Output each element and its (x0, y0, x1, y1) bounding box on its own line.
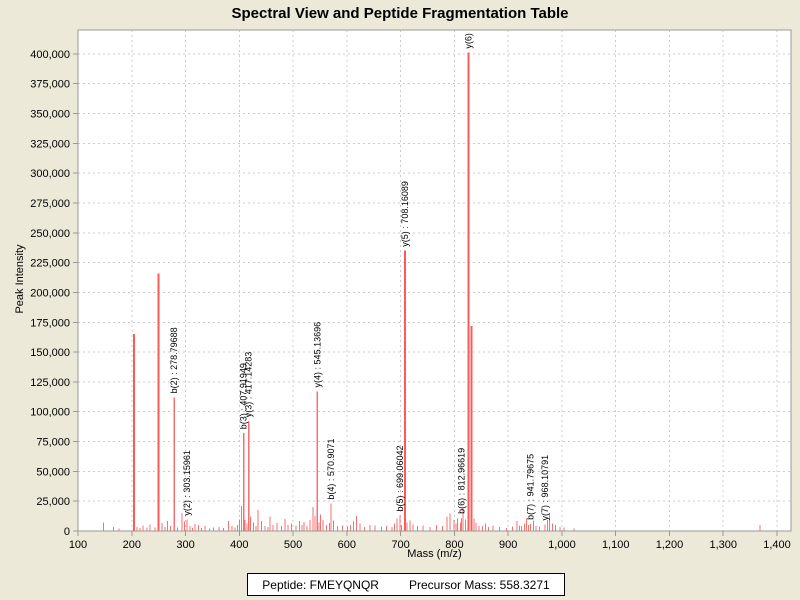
precursor-mass-label: Precursor Mass: 558.3271 (408, 577, 550, 592)
page-title: Spectral View and Peptide Fragmentation … (231, 5, 569, 22)
y-tick-label: 175,000 (30, 317, 70, 329)
y-tick-label: 125,000 (30, 377, 70, 389)
y-tick-label: 200,000 (30, 287, 70, 299)
x-tick-label: 1,300 (709, 539, 737, 551)
y-tick-label: 250,000 (30, 228, 70, 240)
x-tick-label: 200 (123, 539, 141, 551)
x-tick-label: 1,400 (763, 539, 791, 551)
peak-annotation: y(4) : 545.13696 (312, 322, 322, 388)
peak-annotation: b(5) : 699.06042 (395, 445, 405, 511)
peptide-label: Peptide: FMEYQNQR (262, 577, 379, 592)
x-tick-label: 900 (499, 539, 517, 551)
peak-annotation: y(6) : (464, 28, 474, 49)
peak-annotation: b(3) : 407.91949 (239, 363, 249, 429)
plot-frame (77, 29, 792, 532)
y-tick-label: 275,000 (30, 198, 70, 210)
y-tick-label: 225,000 (30, 258, 70, 270)
peak-annotation: y(5) : 708.16089 (400, 181, 410, 247)
x-tick-label: 1,000 (548, 539, 576, 551)
y-tick-label: 0 (64, 526, 70, 538)
peak-annotation: b(4) : 570.9071 (326, 439, 336, 500)
peak-annotation: y(3) : 417.14283 (244, 352, 254, 418)
x-tick-label: 600 (338, 539, 356, 551)
spectrum-plot: 0 25,000 50,000 75,000 100,000 125,000 150,000… (30, 28, 792, 551)
x-tick-label: 800 (445, 539, 463, 551)
peak-annotation: y(2) : 303.15961 (182, 450, 192, 516)
peptide-info-box: Peptide: FMEYQNQR Precursor Mass: 558.32… (247, 573, 565, 596)
x-tick-label: 300 (176, 539, 194, 551)
y-tick-label: 400,000 (30, 49, 70, 61)
y-tick-label: 375,000 (30, 79, 70, 91)
y-tick-label: 100,000 (30, 407, 70, 419)
x-tick-label: 700 (391, 539, 409, 551)
y-axis-title: Peak Intensity (14, 244, 26, 314)
peak-annotation: b(6) : 812.96619 (456, 448, 466, 514)
x-tick-label: 400 (230, 539, 248, 551)
peak-annotation: b(2) : 278.79688 (169, 327, 179, 393)
x-tick-label: 500 (284, 539, 302, 551)
peak-annotation: y(7) : 968.10791 (540, 455, 550, 521)
y-tick-label: 150,000 (30, 347, 70, 359)
y-tick-label: 300,000 (30, 168, 70, 180)
x-tick-label: 100 (69, 539, 87, 551)
x-tick-label: 1,200 (656, 539, 684, 551)
y-tick-label: 25,000 (36, 496, 70, 508)
y-tick-label: 75,000 (36, 437, 70, 449)
y-tick-label: 350,000 (30, 109, 70, 121)
y-tick-label: 325,000 (30, 138, 70, 150)
peaks-group: b(2) : 278.79688 y(2) : 303.15961 b(3) : 4… (102, 28, 761, 531)
y-tick-label: 50,000 (36, 466, 70, 478)
x-axis-title: Mass (m/z) (407, 548, 462, 560)
x-tick-label: 1,100 (602, 539, 630, 551)
peak-annotation: b(7) : 941.79675 (526, 454, 536, 520)
